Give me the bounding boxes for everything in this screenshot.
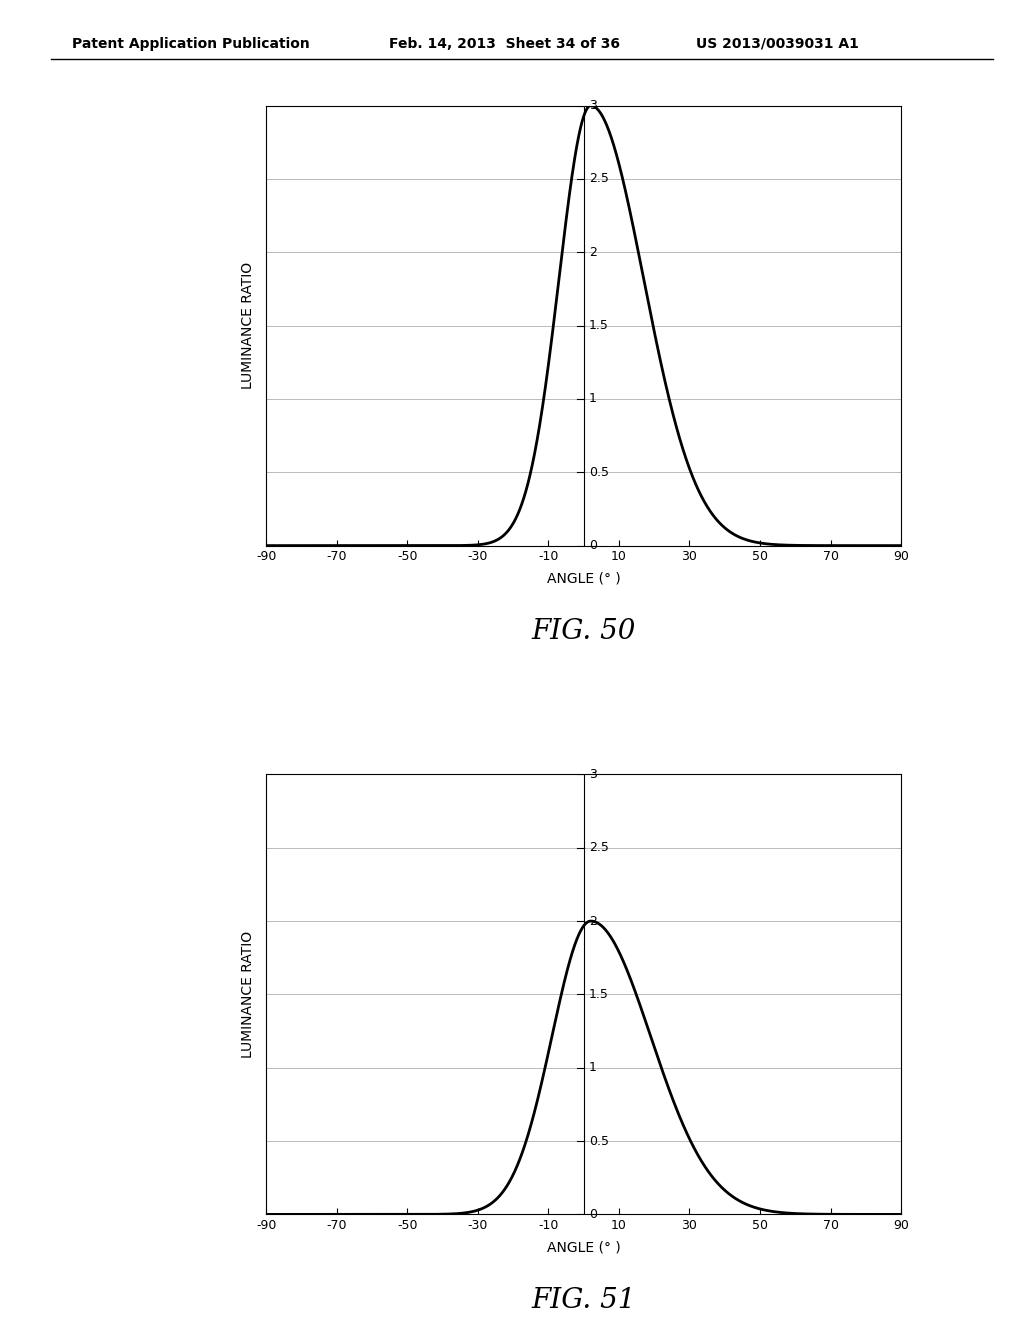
Text: FIG. 51: FIG. 51: [531, 1287, 636, 1313]
Text: Patent Application Publication: Patent Application Publication: [72, 37, 309, 51]
Text: 0: 0: [589, 1208, 597, 1221]
Text: US 2013/0039031 A1: US 2013/0039031 A1: [696, 37, 859, 51]
Text: 1.5: 1.5: [589, 987, 609, 1001]
Text: 0: 0: [589, 539, 597, 552]
Text: 3: 3: [589, 768, 597, 781]
Text: 1: 1: [589, 1061, 597, 1074]
Text: 2: 2: [589, 246, 597, 259]
X-axis label: ANGLE (° ): ANGLE (° ): [547, 1241, 621, 1254]
Text: Feb. 14, 2013  Sheet 34 of 36: Feb. 14, 2013 Sheet 34 of 36: [389, 37, 621, 51]
Text: 3: 3: [589, 99, 597, 112]
Text: 0.5: 0.5: [589, 1135, 609, 1147]
Y-axis label: LUMINANCE RATIO: LUMINANCE RATIO: [241, 931, 255, 1057]
Text: 2.5: 2.5: [589, 841, 609, 854]
Text: FIG. 50: FIG. 50: [531, 618, 636, 645]
Text: 2.5: 2.5: [589, 173, 609, 185]
Y-axis label: LUMINANCE RATIO: LUMINANCE RATIO: [241, 263, 255, 389]
Text: 0.5: 0.5: [589, 466, 609, 479]
X-axis label: ANGLE (° ): ANGLE (° ): [547, 572, 621, 586]
Text: 1: 1: [589, 392, 597, 405]
Text: 2: 2: [589, 915, 597, 928]
Text: 1.5: 1.5: [589, 319, 609, 333]
